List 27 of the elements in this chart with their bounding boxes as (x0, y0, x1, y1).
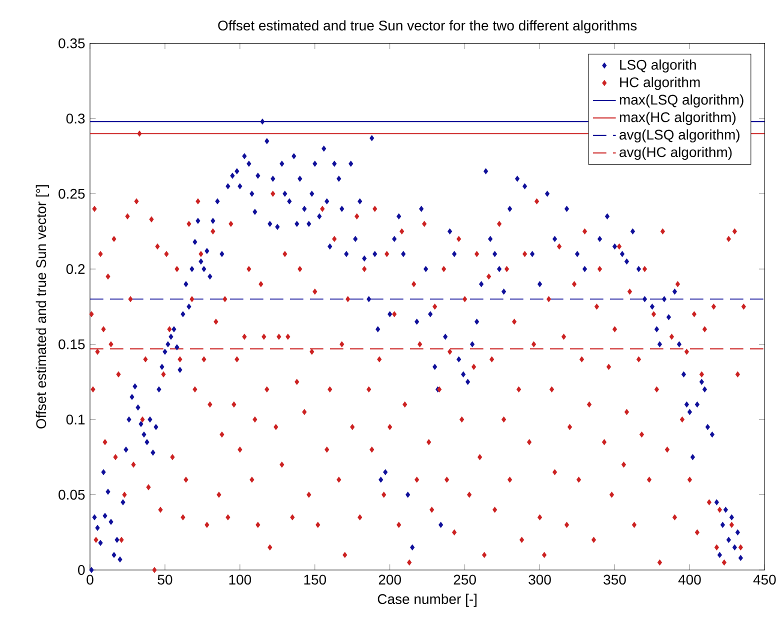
y-tick-label: 0.15 (58, 339, 85, 350)
legend-label: LSQ algorith (620, 59, 696, 73)
x-tick-label: 50 (158, 574, 172, 585)
x-tick-label: 150 (304, 574, 326, 585)
x-tick-label: 100 (229, 574, 252, 585)
x-tick-label: 450 (753, 574, 776, 585)
legend-label: max(HC algorithm) (620, 112, 736, 125)
x-tick-label: 0 (86, 574, 94, 585)
x-tick-label: 350 (604, 574, 626, 585)
y-tick-label: 0.3 (66, 114, 85, 124)
y-tick-label: 0.25 (58, 188, 85, 199)
x-tick-label: 400 (678, 574, 701, 585)
y-tick-label: 0.05 (58, 490, 85, 500)
chart-title: Offset estimated and true Sun vector for the two different algorithms (218, 20, 637, 34)
x-tick-label: 200 (378, 574, 401, 585)
y-tick-label: 0.2 (66, 264, 85, 274)
x-tick-label: 300 (528, 574, 551, 585)
legend-label: max(LSQ algorithm) (620, 94, 744, 108)
legend-label: avg(LSQ algorithm) (620, 129, 740, 142)
y-axis-title: Offset estimated and true Sun vector [°] (36, 185, 49, 428)
x-tick-label: 250 (454, 574, 476, 585)
legend-label: HC algorithm (620, 76, 700, 90)
y-tick-label: 0.1 (66, 414, 85, 424)
x-axis-title: Case number [-] (378, 594, 476, 607)
y-tick-label: 0 (78, 565, 85, 575)
legend-label: avg(HC algorithm) (620, 146, 732, 160)
y-tick-label: 0.35 (58, 38, 85, 48)
